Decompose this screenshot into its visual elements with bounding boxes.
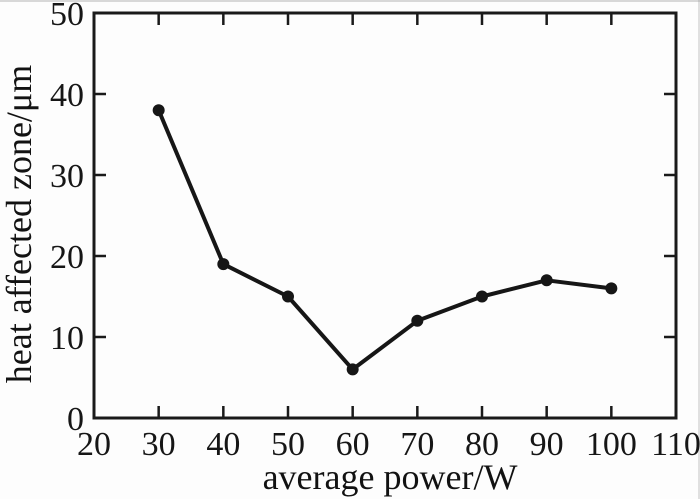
y-tick-label: 0	[67, 401, 84, 438]
x-tick-label: 50	[271, 426, 305, 463]
data-point	[540, 274, 553, 287]
x-tick-label: 30	[142, 426, 176, 463]
y-tick-label: 30	[50, 158, 84, 195]
x-tick-label: 40	[206, 426, 240, 463]
y-tick-label: 10	[50, 320, 84, 357]
data-point	[152, 104, 165, 117]
x-tick-label: 80	[465, 426, 499, 463]
y-tick-label: 50	[50, 0, 84, 33]
y-tick-label: 20	[50, 239, 84, 276]
y-tick-label: 40	[50, 77, 84, 114]
y-axis-title: heat affected zone/μm	[0, 64, 39, 384]
plot-frame	[92, 11, 678, 420]
data-line	[156, 108, 614, 372]
x-tick-label: 20	[77, 426, 111, 463]
data-point	[217, 258, 230, 271]
x-tick-label: 100	[586, 426, 637, 463]
data-point	[411, 314, 424, 327]
data-point	[476, 290, 488, 303]
x-axis-title: average power/W	[262, 457, 518, 497]
x-tick-label: 90	[530, 426, 564, 463]
data-point	[605, 282, 618, 295]
x-tick-label: 70	[400, 426, 434, 463]
data-point	[282, 290, 294, 303]
x-tick-label: 110	[651, 426, 700, 463]
data-point	[346, 363, 359, 376]
x-tick-label: 60	[336, 426, 370, 463]
